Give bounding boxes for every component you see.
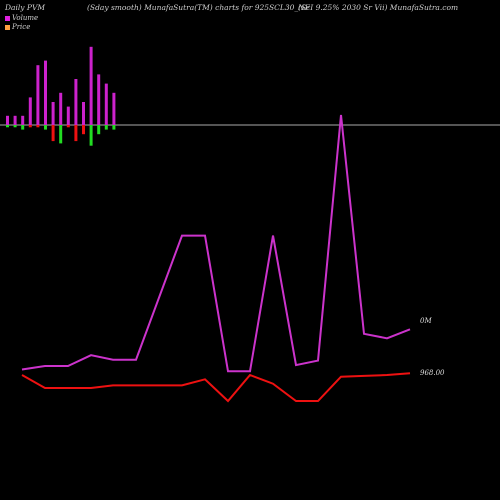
volume-bar-down-2 bbox=[21, 125, 25, 130]
chart-title-middle: (Sday smooth) MunafaSutra(TM) charts for… bbox=[87, 3, 310, 12]
volume-bar-up-8 bbox=[66, 106, 70, 125]
volume-bar-up-1 bbox=[13, 115, 17, 125]
legend-volume: Volume bbox=[5, 14, 38, 22]
volume-bar-up-13 bbox=[104, 83, 108, 125]
volume-bar-up-11 bbox=[89, 46, 93, 125]
volume-bar-down-13 bbox=[104, 125, 108, 130]
volume-last-label: 0M bbox=[420, 317, 432, 325]
volume-bar-up-10 bbox=[82, 102, 85, 125]
chart-title-left: Daily PVM bbox=[5, 3, 46, 12]
legend-price: Price bbox=[5, 23, 30, 31]
volume-bar-up-14 bbox=[112, 92, 116, 125]
legend-price-swatch bbox=[5, 24, 10, 30]
price-last-label: 968.00 bbox=[420, 369, 445, 377]
volume-bar-down-0 bbox=[6, 125, 9, 128]
volume-bar-up-0 bbox=[6, 115, 9, 125]
volume-bar-down-1 bbox=[13, 125, 17, 128]
volume-bar-up-6 bbox=[51, 102, 55, 125]
volume-bar-up-12 bbox=[97, 74, 101, 125]
volume-bar-up-9 bbox=[74, 79, 78, 125]
volume-line bbox=[21, 114, 411, 373]
legend-volume-swatch bbox=[5, 15, 10, 21]
chart-title-right: (ScI 9.25% 2030 Sr Vii) MunafaSutra.com bbox=[298, 3, 459, 12]
volume-bar-up-4 bbox=[36, 65, 40, 125]
volume-bar-down-7 bbox=[59, 125, 63, 144]
volume-bar-down-8 bbox=[66, 125, 70, 128]
volume-bar-down-3 bbox=[28, 125, 32, 128]
volume-bar-up-5 bbox=[44, 60, 47, 125]
volume-bar-down-9 bbox=[74, 125, 78, 142]
volume-bar-down-5 bbox=[44, 125, 47, 130]
volume-bar-down-14 bbox=[112, 125, 116, 130]
volume-bar-up-3 bbox=[28, 97, 32, 125]
volume-bar-down-10 bbox=[82, 125, 85, 135]
volume-bar-down-6 bbox=[51, 125, 55, 142]
volume-bar-up-7 bbox=[59, 92, 63, 125]
volume-bar-down-4 bbox=[36, 125, 40, 128]
volume-bar-down-12 bbox=[97, 125, 101, 135]
legend-price-label: Price bbox=[12, 23, 31, 31]
volume-bar-down-11 bbox=[89, 125, 93, 146]
volume-bar-up-2 bbox=[21, 115, 25, 125]
price-line bbox=[21, 372, 411, 403]
legend-volume-label: Volume bbox=[12, 14, 39, 22]
